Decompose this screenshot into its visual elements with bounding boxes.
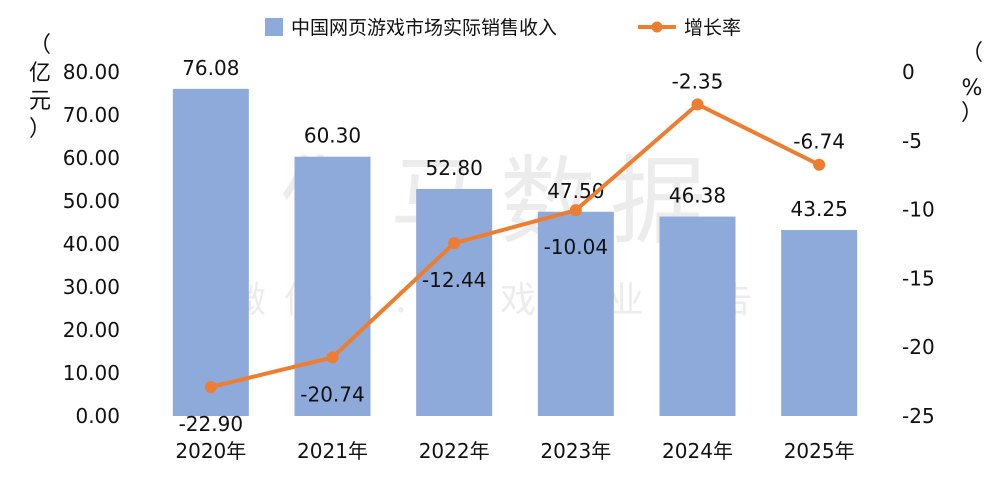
growth-value-label: -10.04 bbox=[544, 235, 608, 259]
legend-label-bar: 中国网页游戏市场实际销售收入 bbox=[291, 17, 557, 39]
bar-value-label: 60.30 bbox=[304, 124, 361, 148]
x-tick-label: 2020年 bbox=[175, 439, 246, 463]
growth-value-label: -12.44 bbox=[422, 268, 486, 292]
growth-line bbox=[204, 98, 826, 394]
left-axis-unit: （ 亿元 ） bbox=[29, 33, 51, 142]
bar bbox=[294, 156, 371, 416]
bar-value-label: 52.80 bbox=[426, 156, 483, 180]
x-tick-label: 2021年 bbox=[297, 439, 368, 463]
growth-point bbox=[204, 381, 217, 394]
x-tick-label: 2023年 bbox=[540, 439, 611, 463]
legend-swatch-bar bbox=[265, 18, 283, 36]
growth-value-label: -2.35 bbox=[672, 69, 724, 93]
growth-line-path bbox=[210, 102, 821, 390]
left-tick-label: 40.00 bbox=[63, 232, 120, 256]
bar-labels: 76.08 60.30 52.80 47.50 46.38 43.25 bbox=[182, 56, 848, 221]
right-unit-char: % bbox=[962, 76, 983, 101]
growth-value-label: -6.74 bbox=[793, 130, 845, 154]
right-tick-label: -5 bbox=[902, 129, 922, 153]
left-tick-label: 10.00 bbox=[63, 361, 120, 385]
x-tick-label: 2024年 bbox=[662, 439, 733, 463]
left-unit-char: 亿 bbox=[29, 61, 51, 86]
growth-point bbox=[569, 204, 582, 217]
x-tick-label: 2022年 bbox=[419, 439, 490, 463]
x-tick-label: 2025年 bbox=[784, 439, 855, 463]
bar bbox=[172, 88, 249, 416]
bar bbox=[659, 216, 736, 416]
left-unit-char: 元 bbox=[29, 89, 51, 114]
left-tick-label: 0.00 bbox=[75, 404, 120, 428]
legend-label-line: 增长率 bbox=[684, 17, 741, 39]
bar-value-label: 46.38 bbox=[669, 184, 726, 208]
left-unit-char: ） bbox=[29, 117, 51, 142]
bars bbox=[172, 88, 858, 416]
bar bbox=[416, 188, 493, 416]
bar-value-label: 47.50 bbox=[547, 179, 604, 203]
bar-value-label: 43.25 bbox=[791, 197, 848, 221]
right-tick-label: 0 bbox=[902, 60, 915, 84]
legend-swatch-marker bbox=[651, 21, 663, 33]
left-tick-label: 30.00 bbox=[63, 275, 120, 299]
right-unit-char: （ bbox=[961, 41, 983, 66]
left-tick-label: 20.00 bbox=[63, 318, 120, 342]
right-tick-label: -10 bbox=[902, 198, 935, 222]
right-axis-unit: （%） bbox=[961, 41, 983, 126]
growth-labels: -22.90 -20.74 -12.44 -10.04 -2.35 -6.74 bbox=[179, 69, 845, 436]
bar bbox=[781, 230, 858, 416]
growth-point bbox=[691, 98, 704, 111]
right-tick-label: -15 bbox=[902, 266, 935, 290]
growth-point bbox=[448, 237, 461, 250]
left-tick-label: 80.00 bbox=[63, 60, 120, 84]
left-unit-char: （ bbox=[29, 33, 51, 58]
growth-point bbox=[326, 351, 339, 364]
left-tick-label: 70.00 bbox=[63, 103, 120, 127]
bar bbox=[537, 211, 614, 416]
legend: 中国网页游戏市场实际销售收入 增长率 bbox=[265, 17, 741, 39]
left-tick-label: 60.00 bbox=[63, 146, 120, 170]
growth-point bbox=[813, 158, 826, 171]
left-axis-ticks: 0.00 10.00 20.00 30.00 40.00 50.00 60.00 70.00 8… bbox=[63, 60, 120, 428]
x-axis-labels: 2020年 2021年 2022年 2023年 2024年 2025年 bbox=[175, 439, 854, 463]
left-tick-label: 50.00 bbox=[63, 189, 120, 213]
bar-value-label: 76.08 bbox=[182, 56, 239, 80]
growth-value-label: -22.90 bbox=[179, 412, 243, 436]
right-axis-ticks: 0 -5 -10 -15 -20 -25 bbox=[902, 60, 935, 428]
growth-value-label: -20.74 bbox=[300, 382, 364, 406]
right-unit-char: ） bbox=[961, 101, 983, 126]
right-tick-label: -20 bbox=[902, 335, 935, 359]
right-tick-label: -25 bbox=[902, 404, 935, 428]
